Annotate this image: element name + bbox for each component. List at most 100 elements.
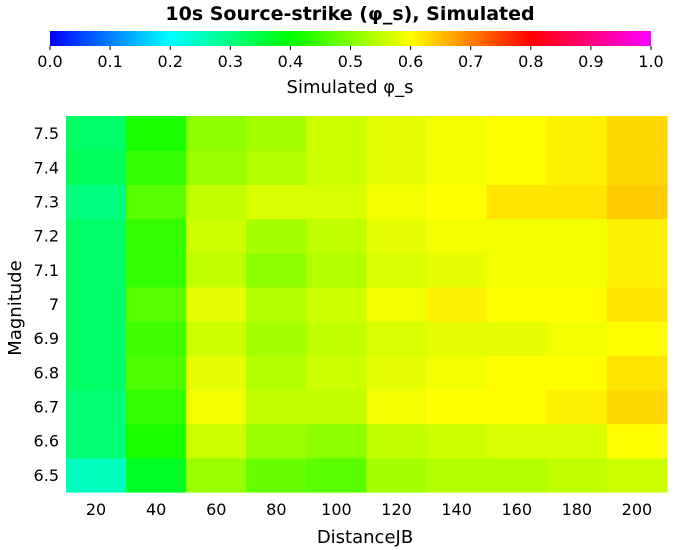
x-tick-label: 60 xyxy=(206,500,226,519)
heatmap-cell xyxy=(366,252,428,288)
heatmap-cell xyxy=(486,321,548,356)
heatmap-cell xyxy=(546,286,608,322)
heatmap-cell xyxy=(126,218,187,254)
colorbar-label: Simulated φ_s xyxy=(287,77,414,98)
heatmap-cell xyxy=(186,321,247,356)
y-tick-label: 6.9 xyxy=(34,329,59,348)
heatmap-cell xyxy=(426,423,488,459)
heatmap-cell xyxy=(546,355,608,391)
heatmap-cell xyxy=(486,116,548,151)
heatmap-cell xyxy=(66,150,127,185)
y-tick-label: 7.4 xyxy=(34,158,59,177)
y-tick-label: 7 xyxy=(49,295,59,314)
heatmap-cell xyxy=(426,355,488,391)
colorbar-tick-label: 0.1 xyxy=(97,52,122,71)
colorbar: 0.0 0.1 0.2 0.3 0.4 0.5 0.6 0.7 0.8 0.9 1.0 Simula… xyxy=(37,31,664,98)
heatmap-cell xyxy=(246,286,307,322)
heatmap-cell xyxy=(306,389,368,425)
heatmap-cell xyxy=(546,150,608,185)
heatmap-cell xyxy=(486,150,548,185)
colorbar-tick-label: 0.9 xyxy=(578,52,603,71)
heatmap-cell xyxy=(246,218,307,254)
heatmap-cell xyxy=(306,252,368,288)
heatmap-cell xyxy=(366,184,428,220)
heatmap-cell xyxy=(186,150,247,185)
x-axis-label: DistanceJB xyxy=(317,527,413,548)
heatmap-cell xyxy=(66,286,127,322)
heatmap-cell xyxy=(426,457,488,493)
heatmap-cell xyxy=(606,252,668,288)
y-tick-label: 7.1 xyxy=(34,261,59,280)
heatmap-cell xyxy=(126,150,187,185)
heatmap-cell xyxy=(366,150,428,185)
colorbar-tick-label: 0.2 xyxy=(157,52,182,71)
x-tick-label: 120 xyxy=(381,500,412,519)
heatmap-cell xyxy=(486,252,548,288)
heatmap-cell xyxy=(366,355,428,391)
colorbar-tick-label: 0.4 xyxy=(278,52,303,71)
heatmap-cell xyxy=(426,321,488,356)
y-tick-label: 6.6 xyxy=(34,432,59,451)
heatmap-cell xyxy=(306,116,368,151)
heatmap-cell xyxy=(606,218,668,254)
heatmap-cell xyxy=(306,184,368,220)
heatmap-cell xyxy=(126,116,187,151)
heatmap-cell xyxy=(486,218,548,254)
heatmap-plot-area: 20 40 60 80 100 120 140 160 180 200 6.5 6.6 6.7 6.8 6… xyxy=(34,116,668,519)
heatmap-cell xyxy=(306,286,368,322)
heatmap-cell xyxy=(246,355,307,391)
heatmap-cell xyxy=(486,355,548,391)
heatmap-cell xyxy=(126,252,187,288)
heatmap-cell xyxy=(126,389,187,425)
heatmap-cell xyxy=(426,184,488,220)
y-tick-label: 7.2 xyxy=(34,227,59,246)
heatmap-cell xyxy=(426,150,488,185)
heatmap-cell xyxy=(606,286,668,322)
heatmap-cell xyxy=(306,457,368,493)
heatmap-cell xyxy=(426,389,488,425)
heatmap-cell xyxy=(546,423,608,459)
heatmap-cell xyxy=(186,252,247,288)
colorbar-tick-label: 0.5 xyxy=(338,52,363,71)
heatmap-cell xyxy=(246,150,307,185)
heatmap-cell xyxy=(66,423,127,459)
heatmap-cell xyxy=(66,116,127,151)
heatmap-cell xyxy=(366,218,428,254)
heatmap-cell xyxy=(546,457,608,493)
heatmap-cell xyxy=(486,389,548,425)
heatmap-cell xyxy=(366,389,428,425)
colorbar-tick-label: 0.6 xyxy=(398,52,423,71)
heatmap-cell xyxy=(246,457,307,493)
heatmap-cell xyxy=(546,252,608,288)
heatmap-cell xyxy=(186,286,247,322)
x-tick-label: 160 xyxy=(501,500,532,519)
heatmap-cell xyxy=(66,252,127,288)
heatmap-cell xyxy=(426,286,488,322)
heatmap-cell xyxy=(186,184,247,220)
heatmap-cell xyxy=(366,457,428,493)
heatmap-cell xyxy=(246,184,307,220)
heatmap-cell xyxy=(126,286,187,322)
heatmap-cell xyxy=(306,218,368,254)
y-tick-label: 6.8 xyxy=(34,363,59,382)
colorbar-tick-label: 1.0 xyxy=(638,52,663,71)
heatmap-cell xyxy=(126,423,187,459)
x-tick-label: 140 xyxy=(441,500,472,519)
heatmap-cell xyxy=(426,252,488,288)
heatmap-cell xyxy=(126,321,187,356)
heatmap-cell xyxy=(606,321,668,356)
colorbar-gradient xyxy=(50,31,651,46)
heatmap-cell xyxy=(606,184,668,220)
y-tick-label: 6.5 xyxy=(34,466,59,485)
heatmap-cell xyxy=(546,218,608,254)
heatmap-cell xyxy=(186,389,247,425)
heatmap-cell xyxy=(426,116,488,151)
heatmap-cell xyxy=(366,286,428,322)
x-tick-label: 100 xyxy=(321,500,352,519)
heatmap-cell xyxy=(546,389,608,425)
heatmap-cell xyxy=(366,116,428,151)
heatmap-cell xyxy=(306,355,368,391)
heatmap-cell xyxy=(186,116,247,151)
heatmap-cell xyxy=(66,321,127,356)
heatmap-cell xyxy=(606,389,668,425)
